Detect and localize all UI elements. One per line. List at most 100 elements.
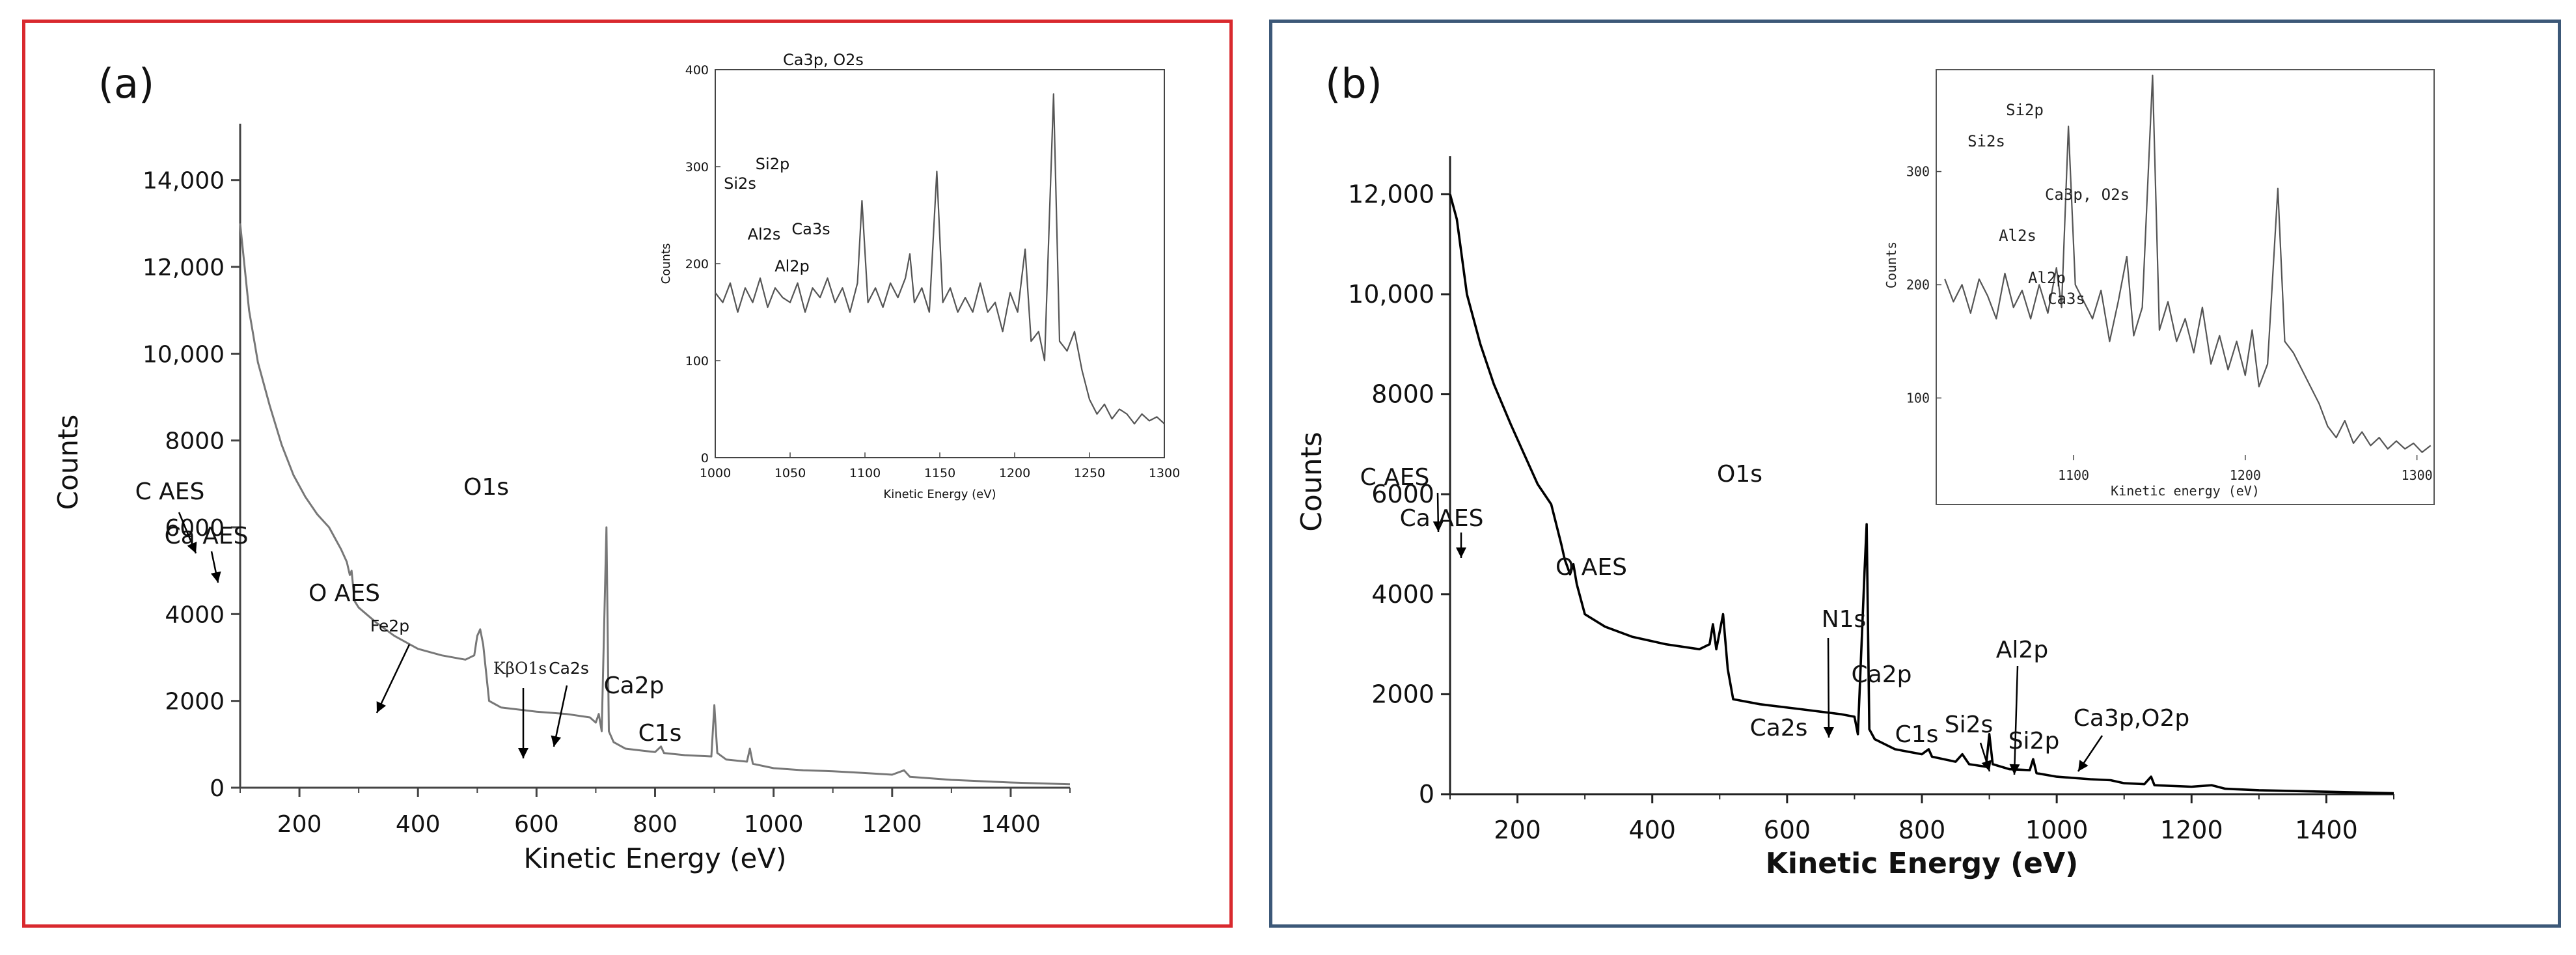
inset-peak-label: Ca3p, O2s (2045, 186, 2130, 204)
inset-x-tick-label: 1300 (1149, 466, 1180, 480)
x-tick-label: 200 (1494, 816, 1541, 844)
peak-label: O1s (1717, 461, 1762, 488)
inset-peak-label: Al2s (748, 225, 781, 243)
y-tick-label: 0 (1419, 780, 1434, 809)
peak-label: Fe2p (370, 616, 409, 635)
x-axis-label: Kinetic Energy (eV) (524, 842, 787, 874)
inset-peak-label: Ca3p, O2s (783, 51, 864, 69)
peak-arrow-head (1432, 521, 1444, 532)
peak-label: O AES (308, 580, 380, 607)
y-tick-label: 12,000 (143, 255, 225, 281)
peak-arrow-head (376, 701, 387, 713)
peak-label: O1s (463, 474, 509, 501)
inset-x-tick-label: 1200 (999, 466, 1030, 480)
y-axis-label: Counts (52, 415, 84, 510)
chart-a: (a)200 400 600 800 1000 1200 14000200040006000… (52, 51, 1180, 874)
inset-peak-label: Al2p (2028, 269, 2066, 287)
inset-y-tick-label: 300 (685, 160, 709, 174)
x-tick-label: 800 (633, 811, 678, 838)
panel-label: (a) (98, 60, 154, 107)
inset-peak-label: Ca3s (2048, 290, 2085, 308)
peak-arrow-head (210, 571, 221, 583)
chart-b: (b) 200 400 600 800 1000 1200 1400 0 2000 4000 6000… (1295, 60, 2435, 880)
inset-peak-label: Al2p (774, 257, 810, 275)
y-tick-label: 12,000 (1348, 180, 1434, 208)
x-tick-label: 1000 (744, 811, 804, 838)
y-tick-label: 10,000 (1348, 280, 1434, 309)
peak-arrow (1827, 637, 1830, 738)
peak-arrow-head (551, 735, 562, 747)
x-tick-label: 800 (1898, 816, 1946, 844)
peak-arrow (2013, 665, 2019, 775)
inset-peak-label: Ca3s (791, 220, 830, 238)
peak-arrow-head (2009, 764, 2020, 775)
y-tick-label: 6000 (165, 515, 225, 542)
peak-label: N1s (1822, 606, 1867, 633)
peak-label: C1s (1895, 721, 1939, 748)
peak-label: Al2p (1996, 637, 2048, 663)
inset-y-tick-label: 200 (1906, 277, 1930, 292)
inset-peak-label: Si2p (756, 155, 789, 173)
inset-peak-label: Si2s (724, 174, 756, 193)
inset-x-axis-label: Kinetic Energy (eV) (883, 488, 996, 501)
inset-frame (1936, 69, 2435, 505)
inset-spectrum-line (1944, 74, 2432, 453)
inset-peak-label: Si2s (1967, 132, 2005, 150)
peak-arrow (376, 644, 411, 713)
peak-arrow-head (1981, 760, 1992, 771)
y-tick-label: 6000 (1371, 480, 1434, 508)
peak-arrow-head (1823, 727, 1834, 738)
inset-spectrum-line (715, 93, 1165, 424)
peak-arrow-head (1456, 547, 1466, 558)
y-tick-label: 4000 (165, 602, 225, 628)
peak-label: Ca2p (1852, 661, 1912, 688)
inset-peak-label: Si2p (2006, 101, 2044, 119)
peak-arrow-head (518, 748, 528, 758)
panel-b: (b) 200 400 600 800 1000 1200 1400 0 2000 4000 6000… (1269, 20, 2561, 928)
y-axis-label: Counts (1295, 432, 1328, 532)
inset-x-tick-label: 1000 (700, 466, 731, 480)
peak-label: Ca3p,O2p (2074, 705, 2190, 732)
inset-chart: 1000 1050 1100 1150 1200 1250 1300 0 100 200 300 40… (659, 51, 1180, 501)
inset-y-tick-label: 100 (685, 354, 709, 368)
inset-x-tick-label: 1300 (2402, 467, 2433, 483)
x-axis-label: Kinetic Energy (eV) (1766, 847, 2078, 880)
spectrum-line (239, 223, 1071, 786)
peak-label: C1s (638, 720, 682, 747)
y-tick-label: 14,000 (143, 168, 225, 195)
inset-y-axis-label: Counts (1884, 242, 1899, 288)
y-tick-label: 0 (210, 775, 225, 802)
x-tick-label: 1400 (2295, 816, 2358, 844)
x-tick-label: 400 (396, 811, 441, 838)
y-tick-label: 8000 (1371, 380, 1434, 409)
y-tick-label: 8000 (165, 428, 225, 455)
x-tick-label: 200 (277, 811, 322, 838)
peak-label: O AES (1555, 554, 1627, 581)
y-tick-label: 2000 (165, 689, 225, 715)
peak-label: Ca AES (165, 523, 249, 549)
inset-peak-label: Al2s (1999, 227, 2036, 245)
inset-y-tick-label: 200 (685, 257, 709, 271)
peak-arrow-head (2078, 760, 2089, 771)
inset-y-tick-label: 0 (701, 451, 709, 465)
peak-arrow (553, 685, 568, 747)
panel-label: (b) (1325, 60, 1382, 107)
peak-label: Ca2p (604, 672, 665, 699)
inset-y-axis-label: Counts (659, 243, 673, 284)
x-tick-label: 1400 (981, 811, 1041, 838)
peak-label: C AES (135, 478, 205, 505)
x-tick-label: 1200 (862, 811, 922, 838)
y-tick-label: 2000 (1371, 680, 1434, 708)
inset-x-tick-label: 1100 (849, 466, 881, 480)
peak-label: Si2s (1945, 712, 1994, 738)
peak-label: Ca2s (549, 659, 589, 678)
inset-chart: 1100 1200 1300 100 200 300 Kinetic energy (eV)… (1884, 69, 2435, 505)
y-tick-label: 4000 (1371, 580, 1434, 609)
inset-x-tick-label: 1050 (774, 466, 806, 480)
y-tick-label: 10,000 (143, 341, 225, 368)
inset-x-tick-label: 1150 (924, 466, 955, 480)
peak-arrow-head (187, 542, 197, 553)
inset-x-axis-label: Kinetic energy (eV) (2111, 483, 2260, 499)
inset-x-tick-label: 1250 (1074, 466, 1105, 480)
peak-label: KβO1s (493, 659, 547, 678)
